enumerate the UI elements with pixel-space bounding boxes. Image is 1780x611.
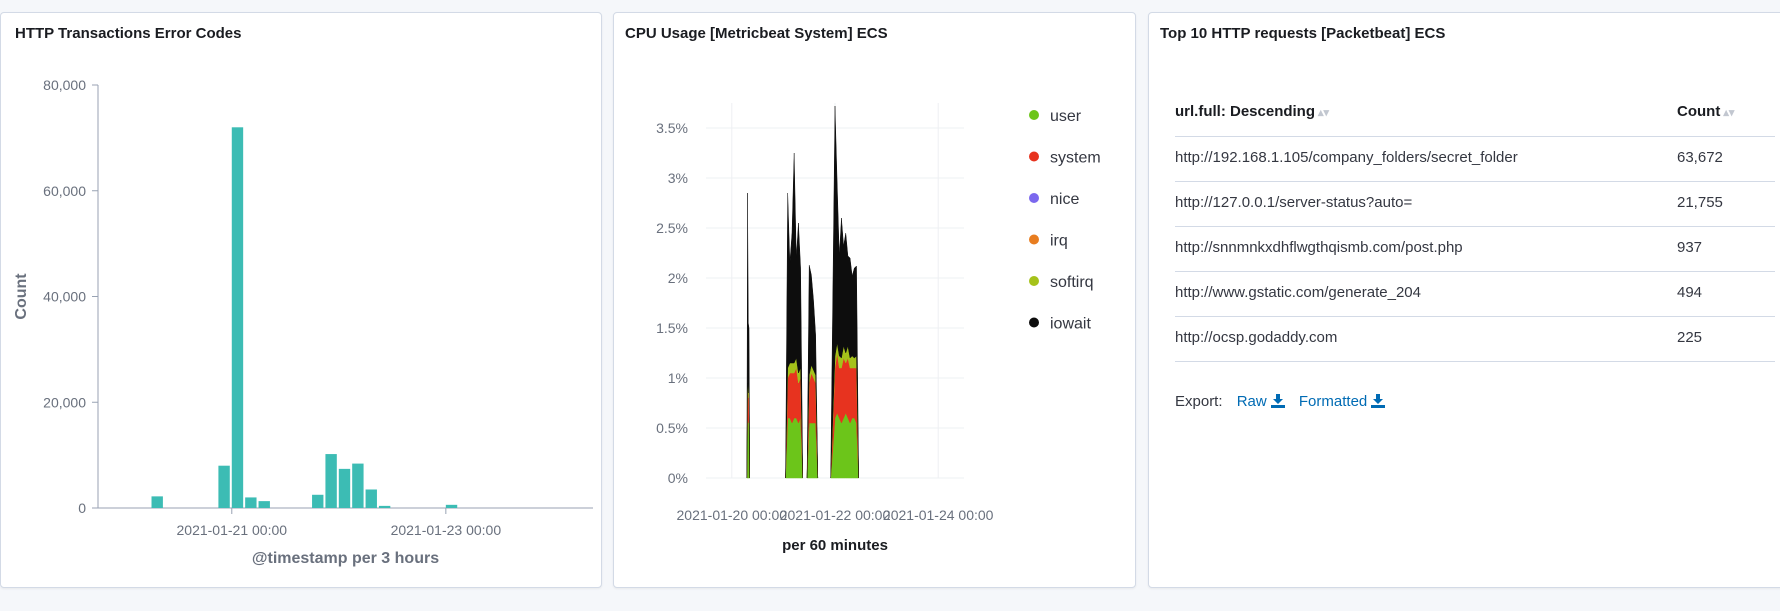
table-row: http://ocsp.godaddy.com 225: [1175, 317, 1775, 362]
table-row: http://www.gstatic.com/generate_204 494: [1175, 272, 1775, 317]
bar: [245, 497, 257, 508]
y-tick-label: 80,000: [43, 77, 86, 93]
export-raw-label: Raw: [1236, 393, 1267, 410]
legend-dot-system: [1029, 151, 1039, 162]
y-axis-title: Count: [13, 273, 30, 320]
table-row: http://127.0.0.1/server-status?auto= 21,7…: [1175, 182, 1775, 227]
bar: [365, 489, 377, 508]
column-header-url-label: url.full: Descending: [1175, 103, 1316, 120]
x-tick-label: 2021-01-20 00:00: [677, 507, 788, 523]
area-iowait: [806, 264, 819, 479]
area-user: [785, 417, 804, 479]
legend-dot-softirq: [1029, 276, 1039, 286]
x-axis-title: @timestamp per 3 hours: [252, 550, 439, 567]
area-iowait: [746, 192, 750, 479]
cell-url: http://ocsp.godaddy.com: [1175, 329, 1338, 346]
y-tick-label: 40,000: [43, 289, 86, 305]
bar: [445, 504, 458, 508]
area-iowait: [830, 105, 859, 479]
legend-label-system: system: [1050, 150, 1101, 167]
legend-label-nice: nice: [1050, 191, 1079, 208]
bar: [325, 454, 337, 508]
area-iowait: [785, 152, 803, 479]
y-tick-label: 0.5%: [656, 420, 688, 436]
table-row: http://192.168.1.105/company_folders/sec…: [1175, 137, 1775, 182]
y-tick-label: 60,000: [43, 183, 86, 199]
panel-http-error-codes: HTTP Transactions Error Codes 0 20,000 40,…: [0, 12, 602, 588]
cell-url: http://www.gstatic.com/generate_204: [1175, 284, 1421, 301]
sort-icon[interactable]: ▴▾: [1723, 107, 1735, 119]
bar: [258, 501, 270, 508]
bar: [218, 465, 230, 508]
cell-url: http://snnmnkxdhflwgthqismb.com/post.php: [1175, 239, 1463, 256]
x-tick-label: 2021-01-22 00:00: [780, 507, 891, 523]
legend-label-iowait: iowait: [1050, 316, 1091, 333]
y-tick-label: 2%: [668, 270, 688, 286]
download-icon: [1270, 394, 1285, 408]
column-header-count-label: Count: [1677, 103, 1721, 120]
panel-title: CPU Usage [Metricbeat System] ECS: [625, 25, 888, 42]
column-header-url[interactable]: url.full: Descending ▴▾: [1175, 103, 1329, 120]
y-tick-label: 20,000: [43, 394, 86, 410]
cell-count: 21,755: [1677, 194, 1723, 211]
y-tick-label: 3%: [668, 170, 688, 186]
column-header-count[interactable]: Count ▴▾: [1677, 103, 1734, 120]
panel-cpu-usage: CPU Usage [Metricbeat System] ECS 0% 0.5%…: [613, 12, 1136, 588]
legend-dot-iowait: [1029, 317, 1039, 328]
bar: [352, 463, 364, 508]
export-label: Export:: [1175, 393, 1223, 410]
cell-count: 937: [1677, 239, 1703, 256]
y-tick-label: 2.5%: [656, 220, 688, 236]
export-bar: Export: Raw Formatted: [1175, 393, 1386, 410]
panel-title: Top 10 HTTP requests [Packetbeat] ECS: [1160, 25, 1446, 42]
download-icon: [1371, 394, 1386, 408]
bar: [312, 494, 324, 508]
requests-table: url.full: Descending ▴▾ Count ▴▾ http://19…: [1175, 81, 1775, 362]
x-axis-title: per 60 minutes: [782, 537, 888, 554]
legend-dot-irq: [1029, 234, 1039, 245]
x-tick-label: 2021-01-23 00:00: [391, 522, 502, 538]
bar: [231, 127, 244, 509]
legend-label-user: user: [1050, 108, 1082, 125]
sort-icon[interactable]: ▴▾: [1318, 107, 1330, 119]
cell-count: 494: [1677, 284, 1703, 301]
export-raw-button[interactable]: Raw: [1237, 393, 1285, 410]
y-tick-label: 3.5%: [656, 120, 688, 136]
legend-label-irq: irq: [1050, 233, 1068, 250]
y-tick-label: 0: [78, 500, 86, 516]
cell-count: 225: [1677, 329, 1703, 346]
legend-label-softirq: softirq: [1050, 274, 1094, 291]
x-tick-label: 2021-01-21 00:00: [177, 522, 288, 538]
legend-dot-nice: [1029, 193, 1039, 203]
y-tick-label: 0%: [668, 470, 688, 486]
x-tick-label: 2021-01-24 00:00: [883, 507, 994, 523]
cell-count: 63,672: [1677, 149, 1723, 166]
cell-url: http://127.0.0.1/server-status?auto=: [1175, 194, 1413, 211]
table-row: http://snnmnkxdhflwgthqismb.com/post.php…: [1175, 227, 1775, 272]
y-tick-label: 1%: [668, 370, 688, 386]
table-header: url.full: Descending ▴▾ Count ▴▾: [1175, 81, 1775, 137]
y-tick-label: 1.5%: [656, 320, 688, 336]
bar: [338, 468, 351, 508]
legend-dot-user: [1029, 110, 1039, 120]
bar: [151, 496, 163, 508]
panel-title: HTTP Transactions Error Codes: [15, 25, 242, 42]
cell-url: http://192.168.1.105/company_folders/sec…: [1175, 149, 1518, 166]
panel-top-http-requests: Top 10 HTTP requests [Packetbeat] ECS ur…: [1148, 12, 1780, 588]
export-formatted-label: Formatted: [1298, 393, 1368, 410]
export-formatted-button[interactable]: Formatted: [1298, 393, 1386, 410]
cpu-area-chart: 0% 0.5% 1% 1.5% 2% 2.5% 3% 3.5% 2021-01-20 00:00…: [656, 103, 1101, 554]
bar: [378, 505, 391, 508]
bar-chart: 0 20,000 40,000 60,000 80,000 2021-01-21 00:0…: [13, 77, 593, 567]
